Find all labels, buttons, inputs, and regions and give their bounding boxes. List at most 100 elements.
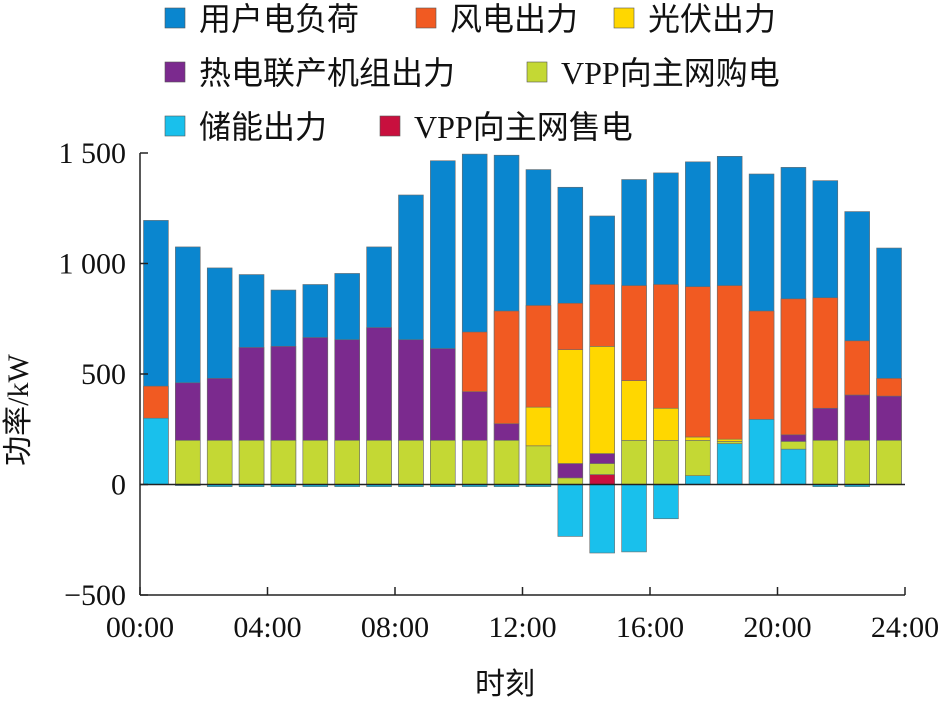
bar-segment <box>812 297 839 409</box>
x-axis-label: 时刻 <box>475 668 535 701</box>
bar-segment <box>366 439 392 485</box>
bar-segment <box>621 439 647 485</box>
bar-segment <box>175 382 201 441</box>
legend-swatch <box>164 7 186 29</box>
bar-segment <box>302 439 329 485</box>
bar-segment <box>143 417 169 485</box>
bar-segment <box>589 453 615 464</box>
bar-segment <box>238 347 265 441</box>
x-tick-label: 20:00 <box>743 611 811 644</box>
bar-segment <box>366 327 392 441</box>
bar-segment <box>525 406 552 447</box>
plot-area <box>143 153 902 554</box>
bar-segment <box>589 284 615 347</box>
bar-segment <box>876 395 902 441</box>
bar-segment <box>334 339 360 441</box>
bar-segment <box>557 477 584 485</box>
bar-segment <box>461 391 488 441</box>
bar-segment <box>525 445 552 485</box>
legend-swatch <box>613 7 635 29</box>
legend-swatch <box>164 61 186 83</box>
legend-swatch <box>164 115 186 137</box>
bar-segment <box>716 441 743 444</box>
bar-segment <box>398 439 424 485</box>
bar-segment <box>398 339 424 441</box>
bar-segment <box>780 448 807 485</box>
bar-segment <box>493 423 520 441</box>
bar-segment <box>430 348 456 441</box>
bar-segment <box>844 394 870 441</box>
legend-label: VPP向主网购电 <box>561 55 780 91</box>
bar-segment <box>621 484 647 553</box>
bar-segment <box>812 407 839 441</box>
bar-segment <box>461 439 488 485</box>
bar-segment <box>780 434 807 442</box>
x-tick-label: 24:00 <box>871 611 939 644</box>
bar-segment <box>876 378 902 397</box>
bar-segment <box>685 475 711 485</box>
x-tick-label: 16:00 <box>616 611 684 644</box>
bar-segment <box>525 305 552 408</box>
bar-segment <box>206 378 233 441</box>
legend-swatch <box>379 115 401 137</box>
bar-segment <box>557 349 584 464</box>
y-tick-label: 0 <box>111 469 126 502</box>
bar-segment <box>493 310 520 425</box>
x-tick-label: 00:00 <box>106 611 174 644</box>
bar-segment <box>589 463 615 475</box>
bar-segment <box>716 285 743 440</box>
bar-segment <box>844 439 870 485</box>
bar-segment <box>653 407 679 441</box>
bar-segment <box>589 484 615 554</box>
bar-segment <box>175 439 201 485</box>
bar-segment <box>780 441 807 450</box>
bar-segment <box>780 298 807 436</box>
y-axis-label: 功率/kW <box>2 353 35 465</box>
bar-segment <box>270 346 297 441</box>
legend-label: 光伏出力 <box>648 1 776 37</box>
bar-segment <box>716 438 743 442</box>
bar-segment <box>653 439 679 485</box>
x-tick-label: 12:00 <box>488 611 556 644</box>
y-tick-label: 500 <box>81 358 126 391</box>
bar-segment <box>557 302 584 350</box>
x-tick-label: 04:00 <box>233 611 301 644</box>
x-axis-ticks: 00:00 04:00 08:00 12:00 16:00 20:00 24:00 <box>106 587 939 644</box>
bar-segment <box>143 385 169 419</box>
bar-segment <box>557 463 584 479</box>
bar-segment <box>748 419 775 485</box>
legend-label: 风电出力 <box>450 1 578 37</box>
bar-segment <box>589 346 615 454</box>
legend-label: 储能出力 <box>199 109 327 145</box>
bar-segment <box>334 439 360 485</box>
bar-segment <box>748 310 775 420</box>
bar-segment <box>461 331 488 392</box>
bar-segment <box>844 340 870 396</box>
bar-segment <box>621 285 647 381</box>
bar-segment <box>653 284 679 409</box>
bar-segment <box>270 439 297 485</box>
bar-segment <box>302 337 329 441</box>
bar-segment <box>557 484 584 537</box>
legend-swatch <box>526 61 548 83</box>
bar-segment <box>493 439 520 485</box>
bar-segment <box>430 439 456 485</box>
legend-label: 用户电负荷 <box>199 1 359 37</box>
legend-label: 热电联产机组出力 <box>199 55 455 91</box>
legend-label: VPP向主网售电 <box>414 109 633 145</box>
bar-segment <box>238 439 265 485</box>
y-tick-label: 1 500 <box>59 137 127 170</box>
y-tick-label: 1 000 <box>59 248 127 281</box>
bar-segment <box>621 380 647 441</box>
y-tick-label: −500 <box>64 579 126 612</box>
bar-segment <box>876 439 902 485</box>
bar-segment <box>589 474 615 485</box>
y-axis-ticks: −500 0 500 1 000 1 500 <box>59 137 148 612</box>
bar-segment <box>653 484 679 520</box>
x-tick-label: 08:00 <box>361 611 429 644</box>
bar-segment <box>206 439 233 485</box>
bar-segment <box>812 439 839 485</box>
bar-segment <box>685 286 711 438</box>
